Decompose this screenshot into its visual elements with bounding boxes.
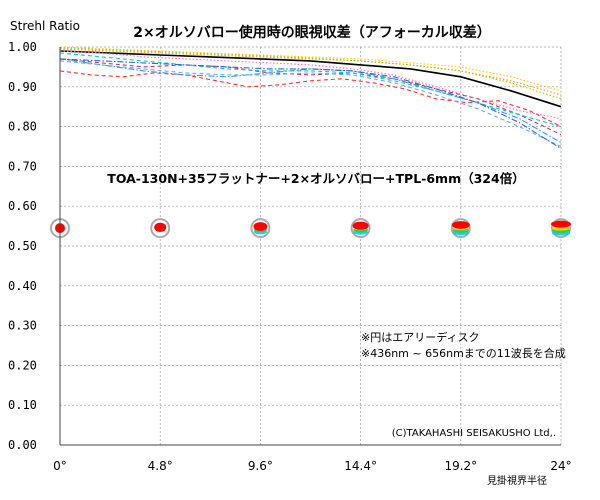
series-line-3 (59, 47, 562, 100)
series-line-6 (59, 58, 562, 143)
series-line-0 (59, 50, 562, 108)
plot-frame (59, 47, 561, 446)
y-tick-label: 0.80 (8, 120, 37, 134)
y-tick-label: 0.00 (8, 438, 37, 452)
x-tick-labels: 0° 4.8° 9.6° 14.4° 19.2° 24° (53, 459, 571, 473)
series-line-7 (59, 52, 562, 128)
spot-diagram (250, 218, 271, 239)
x-tick-label: 14.4° (344, 459, 377, 473)
series-line-5 (59, 58, 562, 136)
x-tick-label: 0° (53, 459, 67, 473)
y-tick-label: 0.20 (8, 358, 37, 372)
y-tick-label: 0.10 (8, 398, 37, 412)
y-tick-label: 0.90 (8, 80, 37, 94)
spot-diagram (551, 218, 571, 239)
y-tick-label: 0.30 (8, 319, 37, 333)
y-axis-label: Strehl Ratio (10, 19, 80, 33)
series-line-1 (59, 48, 562, 96)
x-tick-label: 9.6° (248, 459, 273, 473)
x-axis-label: 見掛視界半径 (487, 474, 547, 487)
spot-diagram (350, 218, 371, 239)
chart-title: 2×オルソバロー使用時の眼視収差（アフォーカル収差） (133, 24, 490, 41)
x-tick-label: 19.2° (444, 459, 477, 473)
x-tick-label: 4.8° (148, 459, 173, 473)
y-tick-label: 1.00 (8, 40, 37, 54)
spot-red (352, 221, 369, 230)
note-wavelengths: ※436nm ~ 656nmまでの11波長を合成 (361, 346, 566, 360)
y-tick-label: 0.60 (8, 199, 37, 213)
spot-red (451, 221, 470, 229)
y-tick-labels: 0.00 0.10 0.20 0.30 0.40 0.50 0.60 0.70 0.80 0.90… (8, 40, 37, 452)
series-lines (59, 46, 562, 149)
chart-subtitle: TOA-130N+35フラットナー+2×オルソバロー+TPL-6mm（324倍） (107, 171, 524, 186)
y-tick-label: 0.40 (8, 279, 37, 293)
series-line-8 (59, 60, 562, 147)
spot-diagram (450, 218, 471, 239)
spot-diagram (150, 218, 171, 239)
spot-diagrams (50, 218, 571, 239)
series-line-9 (59, 58, 562, 149)
y-tick-label: 0.50 (8, 239, 37, 253)
x-tick-label: 24° (550, 459, 571, 473)
series-line-4 (59, 70, 562, 128)
spot-red (253, 222, 268, 231)
spot-red (551, 220, 571, 228)
spot-red (154, 222, 167, 232)
note-airy-disk: ※円はエアリーディスク (361, 330, 479, 344)
copyright: (C)TAKAHASHI SEISAKUSHO Ltd,. (392, 428, 556, 439)
y-tick-label: 0.70 (8, 159, 37, 173)
